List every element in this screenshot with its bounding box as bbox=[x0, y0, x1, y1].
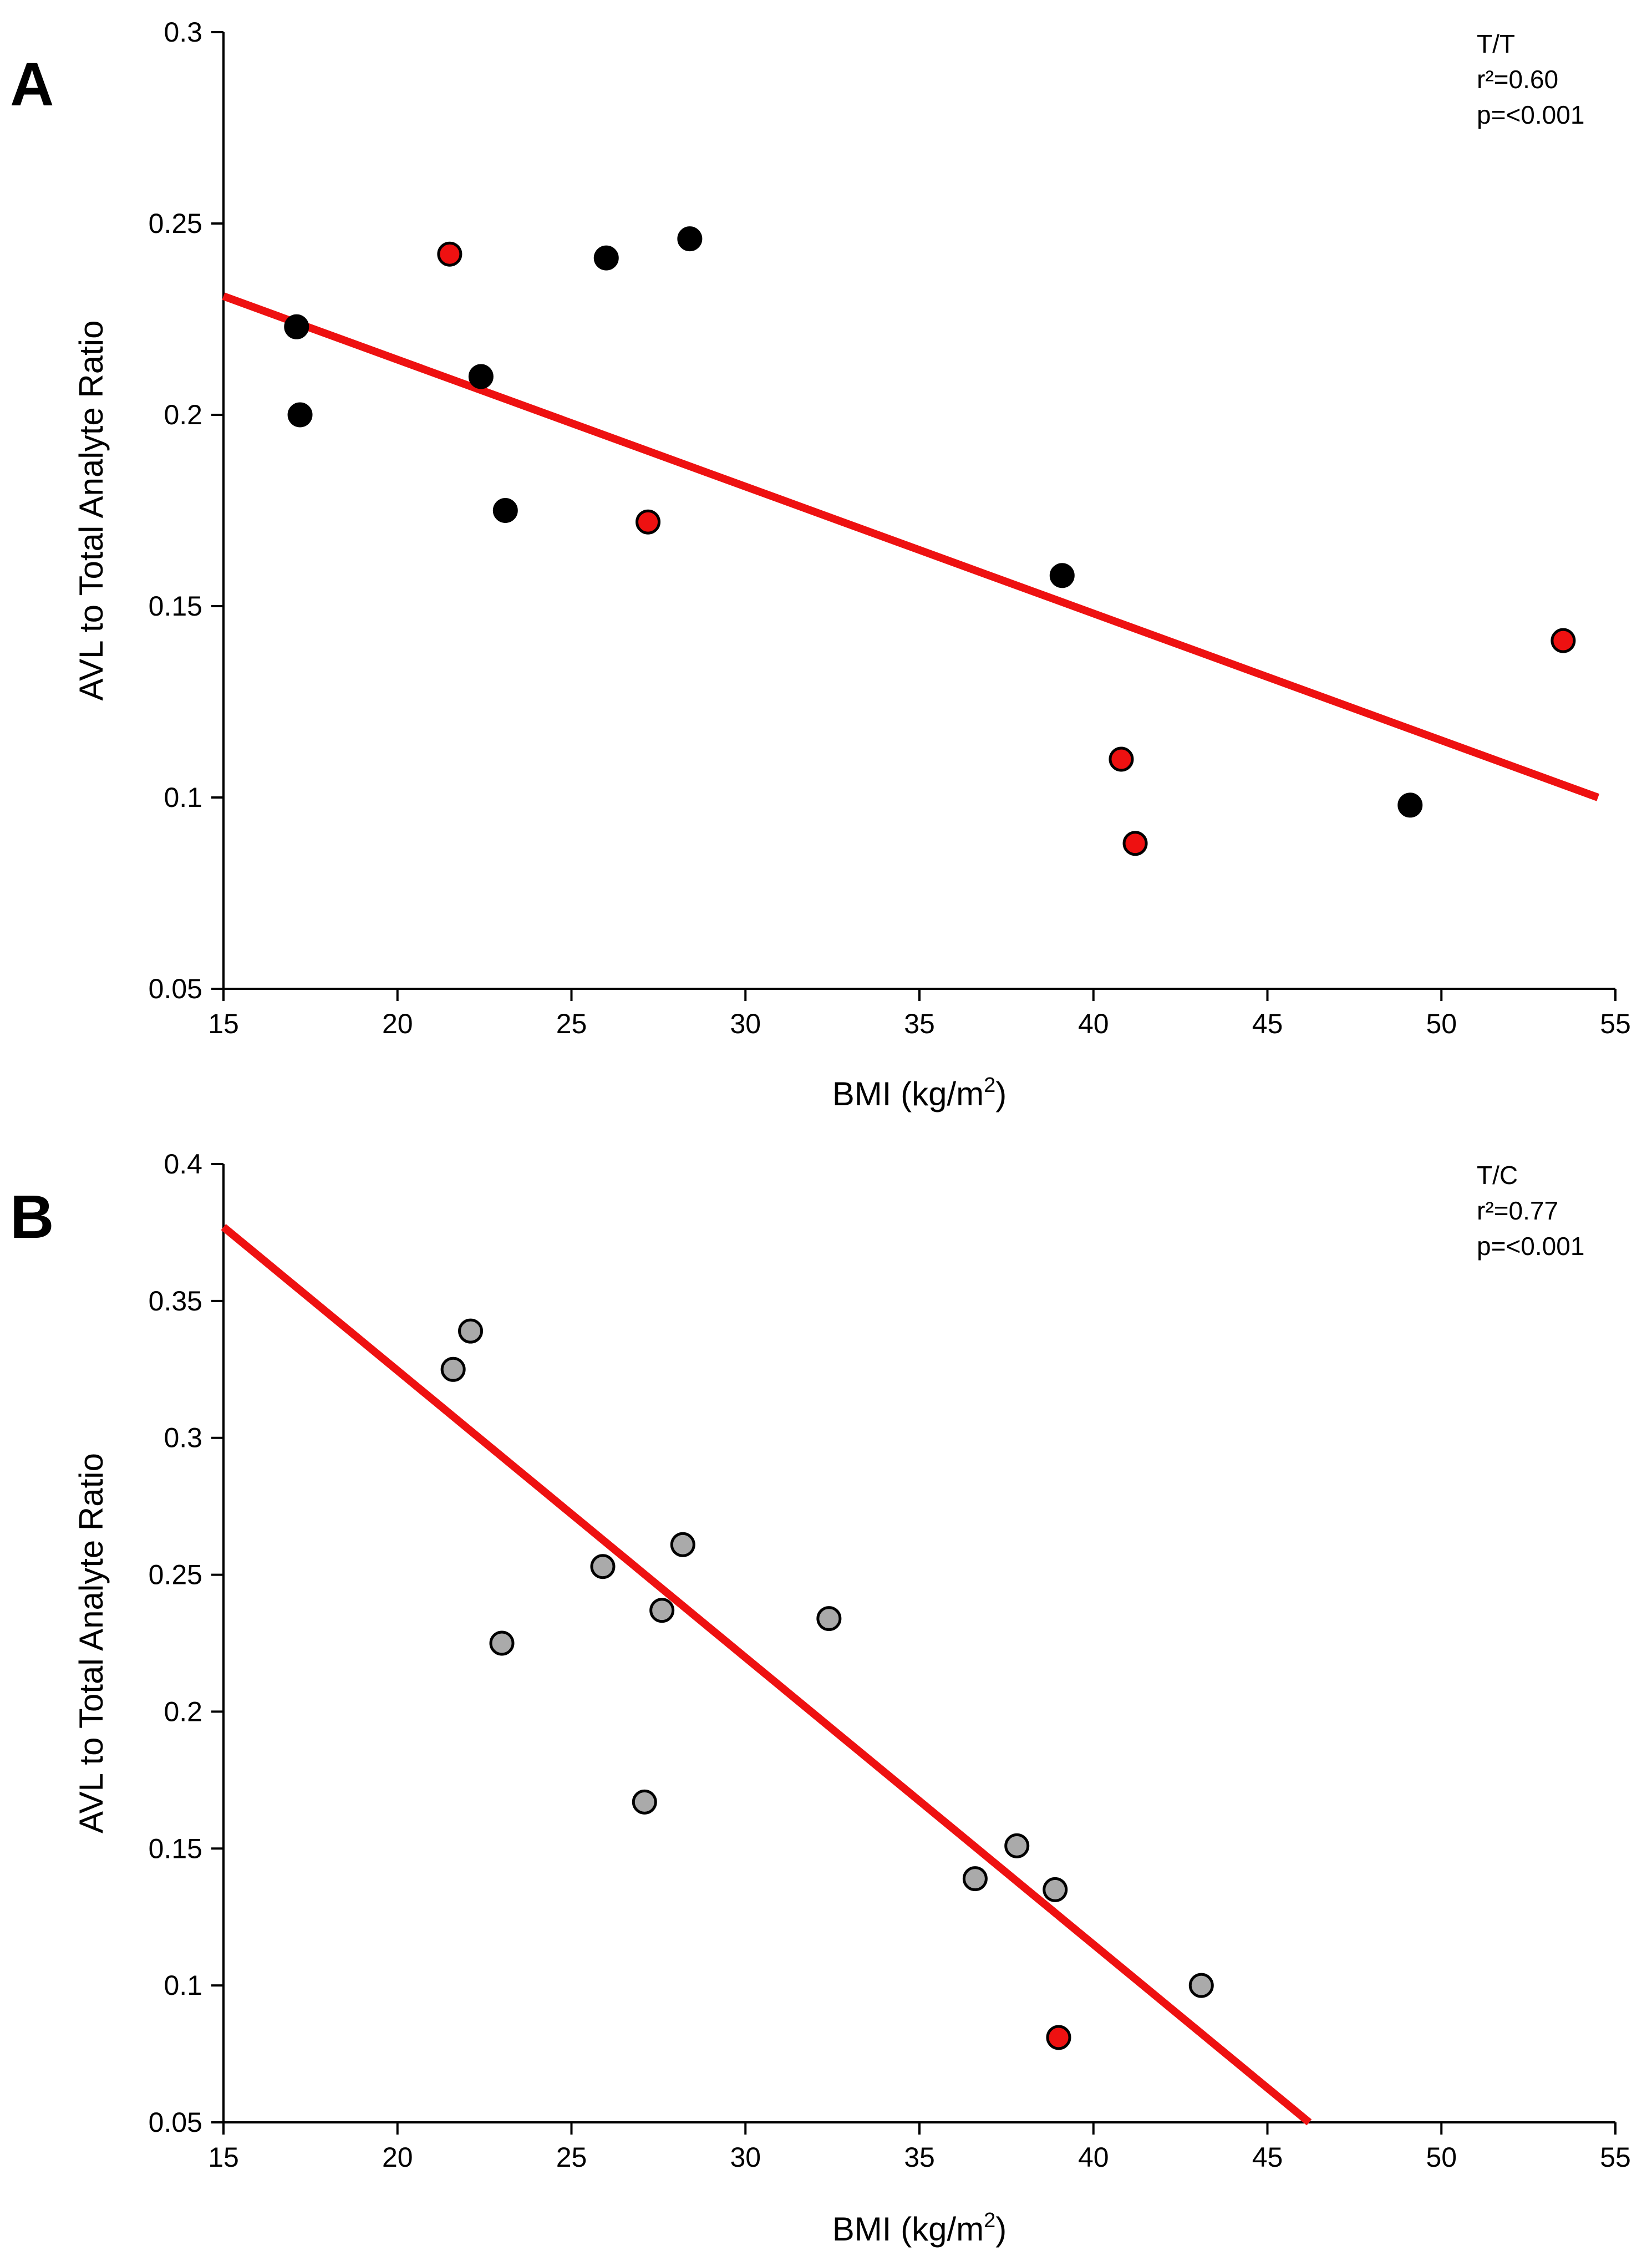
y-tick-label: 0.2 bbox=[164, 399, 202, 430]
y-axis-title: AVL to Total Analyte Ratio bbox=[73, 321, 110, 701]
data-point bbox=[287, 402, 313, 428]
stats-annotation-line: T/T bbox=[1477, 29, 1515, 58]
data-point bbox=[1551, 628, 1576, 653]
data-point bbox=[593, 245, 619, 271]
x-tick-label: 35 bbox=[904, 2142, 935, 2173]
stats-annotation-line: T/C bbox=[1477, 1161, 1518, 1190]
y-tick-label: 0.15 bbox=[149, 1833, 202, 1864]
x-tick-label: 50 bbox=[1426, 1008, 1457, 1039]
x-tick-label: 45 bbox=[1252, 2142, 1283, 2173]
y-tick-label: 0.05 bbox=[149, 973, 202, 1004]
y-tick-label: 0.35 bbox=[149, 1286, 202, 1317]
y-tick-label: 0.4 bbox=[164, 1149, 202, 1180]
data-point bbox=[632, 1789, 657, 1815]
data-point bbox=[468, 364, 494, 389]
chart-panel-b: 15 20 25 30 35 40 45 50 55 0.05 0.1 0.15 0.2 0.25 0.3 0… bbox=[10, 1149, 1631, 2248]
y-tick-label: 0.25 bbox=[149, 1559, 202, 1591]
y-tick-label: 0.15 bbox=[149, 591, 202, 622]
stats-annotation-line: r²=0.60 bbox=[1477, 65, 1558, 94]
x-tick-label: 35 bbox=[904, 1008, 935, 1039]
x-tick-label: 25 bbox=[556, 2142, 587, 2173]
x-axis-title: BMI (kg/m2) bbox=[832, 2209, 1007, 2248]
data-point bbox=[816, 1606, 842, 1632]
data-point bbox=[458, 1318, 484, 1344]
data-point bbox=[489, 1630, 515, 1656]
x-tick-label: 30 bbox=[730, 1008, 761, 1039]
data-point bbox=[636, 509, 661, 535]
x-tick-label: 55 bbox=[1600, 2142, 1631, 2173]
data-point bbox=[962, 1866, 988, 1892]
stats-annotation-line: p=<0.001 bbox=[1477, 100, 1584, 129]
data-point bbox=[590, 1554, 616, 1579]
data-point bbox=[670, 1532, 695, 1557]
data-point bbox=[1397, 792, 1423, 818]
panel-label: A bbox=[10, 50, 54, 119]
x-tick-label: 15 bbox=[208, 1008, 239, 1039]
data-point bbox=[1049, 563, 1075, 588]
y-tick-label: 0.25 bbox=[149, 208, 202, 239]
regression-line bbox=[222, 292, 1600, 801]
x-tick-label: 50 bbox=[1426, 2142, 1457, 2173]
regression-line bbox=[221, 1224, 1312, 2126]
x-axis-title: BMI (kg/m2) bbox=[832, 1074, 1007, 1112]
y-tick-label: 0.1 bbox=[164, 1970, 202, 2001]
y-tick-label: 0.3 bbox=[164, 1422, 202, 1454]
y-axis-title: AVL to Total Analyte Ratio bbox=[73, 1453, 110, 1833]
x-tick-label: 15 bbox=[208, 2142, 239, 2173]
data-point bbox=[1122, 831, 1148, 856]
data-point bbox=[1109, 746, 1134, 772]
data-point bbox=[1043, 1877, 1068, 1902]
data-point bbox=[1188, 1973, 1214, 1998]
y-tick-label: 0.2 bbox=[164, 1696, 202, 1727]
x-tick-label: 20 bbox=[382, 1008, 413, 1039]
x-tick-label: 40 bbox=[1078, 1008, 1109, 1039]
x-tick-label: 45 bbox=[1252, 1008, 1283, 1039]
data-point bbox=[440, 1356, 466, 1382]
x-tick-label: 30 bbox=[730, 2142, 761, 2173]
data-point bbox=[284, 314, 309, 339]
data-point bbox=[1046, 2025, 1071, 2050]
y-tick-label: 0.3 bbox=[164, 17, 202, 48]
chart-panel-a: 15 20 25 30 35 40 45 50 55 0.05 0.1 0.15 0.2 0.25 0.3 B… bbox=[10, 17, 1631, 1112]
stats-annotation-line: p=<0.001 bbox=[1477, 1232, 1584, 1261]
x-tick-label: 25 bbox=[556, 1008, 587, 1039]
data-point bbox=[649, 1598, 675, 1623]
x-tick-label: 20 bbox=[382, 2142, 413, 2173]
y-tick-label: 0.05 bbox=[149, 2107, 202, 2138]
data-point bbox=[677, 226, 703, 252]
stats-annotation-line: r²=0.77 bbox=[1477, 1196, 1558, 1225]
panel-label: B bbox=[10, 1183, 54, 1251]
y-tick-label: 0.1 bbox=[164, 782, 202, 813]
data-point bbox=[437, 241, 462, 267]
data-point bbox=[1004, 1833, 1030, 1858]
data-point bbox=[492, 498, 518, 523]
x-tick-label: 55 bbox=[1600, 1008, 1631, 1039]
x-tick-label: 40 bbox=[1078, 2142, 1109, 2173]
